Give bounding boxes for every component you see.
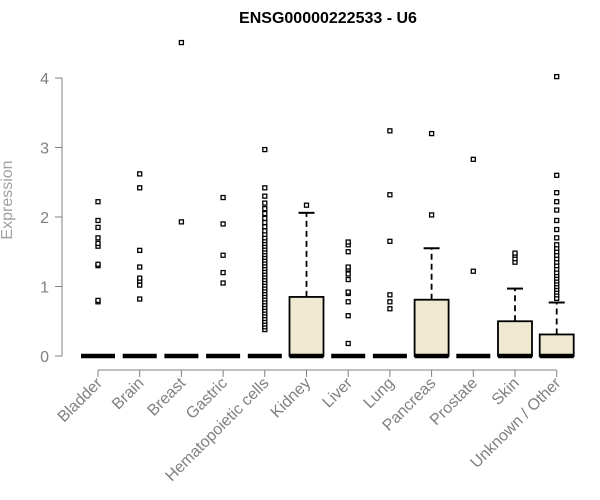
outlier-point: [262, 185, 268, 191]
outlier-point: [137, 275, 143, 281]
outlier-point: [512, 250, 518, 256]
outlier-point: [95, 240, 101, 247]
outlier-point: [262, 215, 268, 222]
y-tick-label: 4: [40, 71, 49, 88]
box-body: [538, 333, 575, 357]
outlier-point: [387, 128, 393, 134]
outlier-point: [262, 224, 268, 230]
x-tick-label: Kidney: [268, 375, 315, 422]
x-tick-label: Liver: [319, 374, 356, 411]
y-tick-label: 2: [40, 210, 49, 227]
outlier-point: [554, 172, 560, 178]
y-axis-label: Expression: [0, 160, 16, 239]
chart-title: ENSG00000222533 - U6: [239, 10, 417, 27]
outlier-point: [387, 192, 393, 198]
box-brain: [122, 171, 157, 359]
axes: 0 1 2 3 4: [40, 71, 558, 377]
outlier-point: [345, 249, 351, 255]
outlier-point: [554, 217, 560, 224]
outlier-point: [95, 261, 101, 267]
outlier-point: [137, 185, 143, 191]
box-prostate: [456, 156, 491, 359]
outlier-point: [137, 264, 143, 270]
outlier-point: [95, 224, 101, 231]
outlier-point: [220, 280, 226, 286]
outlier-point: [345, 340, 351, 347]
outlier-point: [262, 219, 268, 226]
box-kidney: [288, 202, 325, 359]
outlier-point: [554, 190, 560, 196]
outlier-point: [554, 199, 560, 205]
outlier-point: [345, 289, 351, 295]
outlier-point: [262, 193, 268, 199]
outlier-point: [262, 210, 268, 217]
box-gastric: [206, 194, 241, 359]
outlier-point: [178, 219, 185, 225]
outlier-point: [220, 194, 226, 201]
outlier-point: [137, 296, 143, 302]
y-tick-label: 1: [40, 280, 49, 297]
outlier-point: [345, 276, 351, 283]
outlier-point: [554, 242, 560, 248]
box-liver: [331, 239, 366, 359]
outlier-point: [345, 299, 351, 305]
outlier-point: [554, 207, 560, 213]
outlier-point: [470, 156, 476, 162]
outlier-point: [554, 226, 560, 233]
boxes: [81, 39, 575, 359]
y-tick-label: 0: [40, 349, 49, 366]
box-lung: [372, 128, 407, 359]
box-body: [413, 298, 450, 357]
outlier-point: [387, 238, 393, 244]
outlier-point: [345, 239, 351, 245]
outlier-point: [387, 306, 393, 312]
y-tick-label: 3: [40, 141, 49, 158]
outlier-point: [262, 228, 268, 234]
outlier-point: [387, 292, 393, 298]
outlier-point: [470, 268, 476, 274]
outlier-point: [428, 212, 435, 218]
outlier-point: [554, 73, 560, 80]
outlier-point: [220, 269, 226, 276]
x-tick-label: Skin: [489, 375, 523, 409]
outlier-point: [345, 264, 351, 270]
outlier-point: [345, 313, 351, 319]
box-skin: [497, 250, 533, 359]
box-hematopoietic-cells: [247, 146, 282, 359]
box-pancreas: [413, 130, 450, 359]
outlier-point: [137, 282, 143, 288]
outlier-point: [345, 271, 351, 277]
box-body: [288, 296, 325, 357]
outlier-point: [262, 206, 268, 212]
box-body: [497, 320, 533, 357]
outlier-point: [95, 235, 101, 241]
box-bladder: [81, 199, 115, 359]
outlier-point: [137, 247, 143, 254]
outlier-point: [428, 130, 435, 137]
outlier-point: [178, 39, 185, 46]
outlier-point: [95, 199, 101, 205]
outlier-point: [387, 299, 393, 305]
outlier-point: [95, 297, 101, 304]
outlier-point: [262, 146, 268, 153]
outlier-point: [220, 252, 226, 258]
x-tick-label: Breast: [145, 374, 190, 419]
outlier-point: [137, 171, 143, 177]
outlier-point: [554, 235, 560, 241]
outlier-point: [95, 217, 101, 224]
box-breast: [164, 39, 199, 359]
box-unknown-other: [538, 73, 575, 359]
x-tick-label: Lung: [361, 375, 398, 412]
x-tick-label: Bladder: [55, 374, 106, 425]
x-tick-label: Brain: [109, 375, 147, 413]
outlier-point: [262, 200, 268, 206]
outlier-point: [220, 221, 226, 227]
outlier-point: [303, 202, 310, 208]
